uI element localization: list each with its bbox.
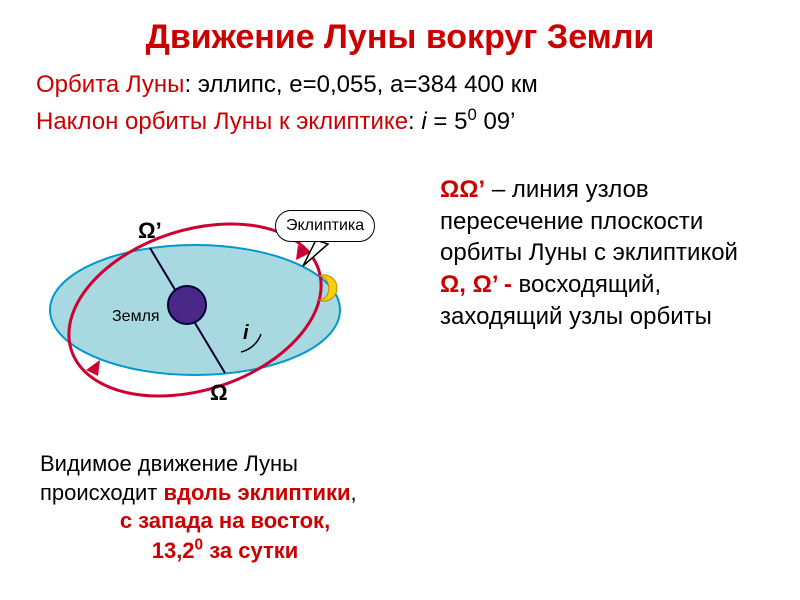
vm-s3: , <box>351 480 357 505</box>
incl-sup: 0 <box>467 105 476 124</box>
incl-rest: : i = 50 09’ <box>408 108 515 135</box>
nodes-explanation: ΩΩ’ – линия узлов пересечение плоскости … <box>440 174 780 332</box>
vm-rate: 13,20 за сутки <box>152 538 299 563</box>
vm-s4: с запада на восток, <box>120 508 330 533</box>
i-angle-label: i <box>243 322 249 345</box>
visible-motion-text: Видимое движение Луны происходит вдоль э… <box>40 450 410 566</box>
omega-pair-label: Ω, Ω’ - <box>440 271 519 298</box>
incl-tail: 09’ <box>477 108 516 135</box>
orbit-rest: : эллипс, e=0,055, a=384 400 км <box>184 71 537 98</box>
vm-rate-num: 13,2 <box>152 538 195 563</box>
vm-rate-sup: 0 <box>195 537 204 554</box>
title-text: Движение Луны вокруг Земли <box>146 18 655 56</box>
vm-rate-post: за сутки <box>203 538 298 563</box>
nodes-desc: – линия узлов пересечение плоскости орби… <box>440 176 738 266</box>
vm-s2: вдоль эклиптики <box>164 480 351 505</box>
omega-omega-label: ΩΩ’ <box>440 176 485 203</box>
inclination-line: Наклон орбиты Луны к эклиптике: i = 50 0… <box>0 105 800 136</box>
earth-icon <box>167 285 207 325</box>
orbit-diagram: Ω’ Ω Земля i Эклиптика <box>20 170 420 440</box>
orbit-params-line: Орбита Луны: эллипс, e=0,055, a=384 400 … <box>0 71 800 99</box>
descending-node-label: Ω <box>210 380 228 406</box>
ascending-node-label: Ω’ <box>138 218 162 244</box>
callout-text: Эклиптика <box>286 217 364 234</box>
orbit-prefix: Орбита Луны <box>36 71 184 98</box>
earth-label: Земля <box>112 308 160 326</box>
incl-prefix: Наклон орбиты Луны к эклиптике <box>36 108 408 135</box>
ecliptic-callout: Эклиптика <box>275 210 375 242</box>
page-title: Движение Луны вокруг Земли <box>0 0 800 65</box>
